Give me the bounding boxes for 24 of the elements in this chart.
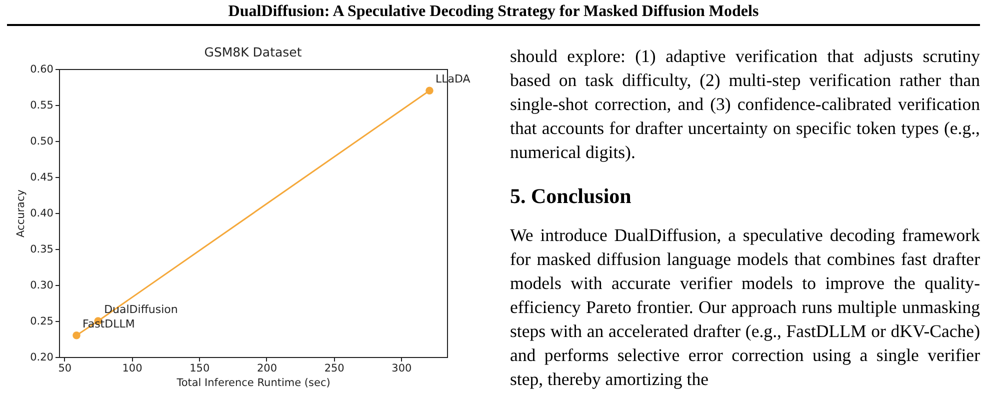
x-tick-label: 200 bbox=[256, 362, 277, 374]
x-tick-label: 150 bbox=[190, 362, 210, 374]
point bbox=[426, 86, 434, 94]
text: should explore: (1) adaptive verification that adjusts scrutiny based on task difficulty, (2) multi-step verification rather than single-shot correction, and (3) confidence-calibrated verification that accounts for drafter uncertainty on specific token types (e.g., numerical digits). bbox=[510, 45, 980, 164]
y-tick-label: 0.20 bbox=[30, 352, 54, 364]
y-tick-label: 0.60 bbox=[30, 64, 54, 76]
text: DualDiffusion: A Speculative Decoding Strategy for Masked Diffusion Models bbox=[7, 3, 980, 26]
point bbox=[72, 332, 80, 340]
y-tick-label: 0.50 bbox=[30, 136, 54, 148]
chart-title: GSM8K Dataset bbox=[204, 44, 302, 60]
y-tick-label: 0.25 bbox=[30, 316, 54, 328]
x-tick-label: 50 bbox=[58, 362, 72, 374]
y-tick-label: 0.30 bbox=[30, 280, 54, 292]
x-tick-label: 300 bbox=[392, 362, 412, 374]
x-axis-title: Total Inference Runtime (sec) bbox=[176, 377, 330, 389]
text: We introduce DualDiffusion, a speculative decoding framework for masked diffusion language models that combines fast drafter models with accurate verifier models to improve the quality-efficiency Pareto frontier. Our approach runs multiple unmasking steps with an accelerated drafter (e.g., FastDLLM or dKV-Cache) and performs selective error correction using a single verifier step, thereby amortizing the bbox=[510, 224, 980, 391]
x-tick-label: 250 bbox=[324, 362, 344, 374]
x-tick-label: 100 bbox=[122, 362, 142, 374]
y-tick-label: 0.40 bbox=[30, 208, 54, 220]
y-axis-title: Accuracy bbox=[15, 190, 28, 238]
y-tick-label: 0.45 bbox=[30, 172, 54, 184]
y-tick-label: 0.35 bbox=[30, 244, 54, 256]
y-tick-label: 0.55 bbox=[30, 100, 54, 112]
text: 5. Conclusion bbox=[510, 184, 632, 209]
